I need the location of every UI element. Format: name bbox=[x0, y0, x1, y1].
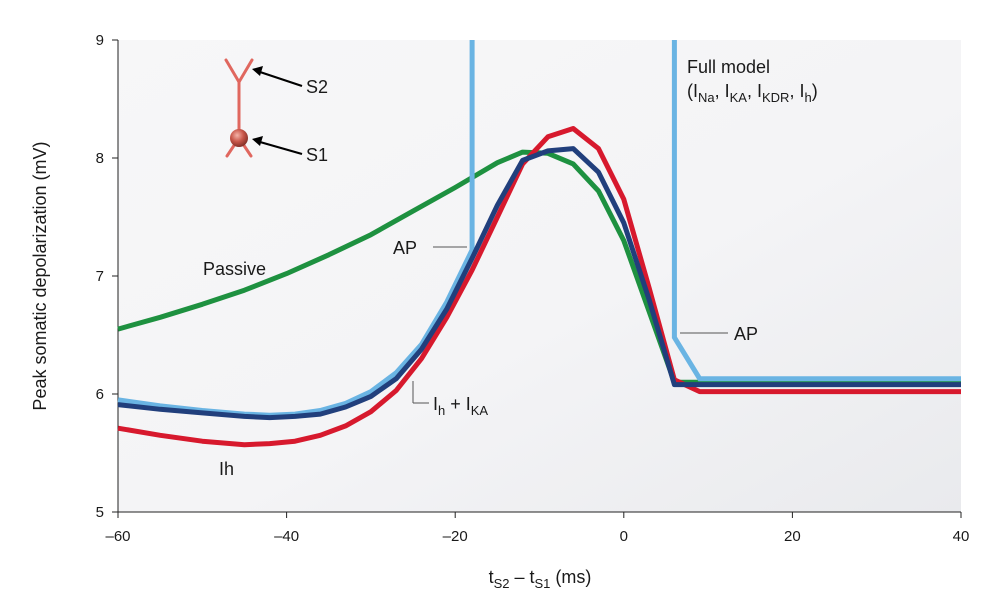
series-layer bbox=[117, 40, 961, 448]
label-s2: S2 bbox=[306, 77, 328, 97]
label-ap-right: AP bbox=[734, 324, 758, 344]
arrow-s2-shaft bbox=[259, 70, 303, 88]
neuron-dendrite-branch-left bbox=[224, 58, 241, 84]
axis-ticks: –60 –40 –20 0 20 40 5 6 7 8 9 bbox=[96, 32, 970, 545]
x-tick-label: –40 bbox=[274, 528, 299, 545]
arrow-s1-shaft bbox=[259, 140, 303, 156]
y-tick-label: 6 bbox=[96, 386, 104, 403]
neuron-soma bbox=[230, 129, 248, 147]
x-axis-label: tS2 – tS1 (ms) bbox=[489, 567, 592, 591]
label-ap-left: AP bbox=[393, 238, 417, 258]
label-full-model: Full model bbox=[687, 57, 770, 77]
y-tick-label: 5 bbox=[96, 504, 104, 521]
label-ih-ika: Ih + IKA bbox=[433, 394, 488, 418]
label-s1: S1 bbox=[306, 145, 328, 165]
arrow-s1-head bbox=[252, 136, 263, 146]
x-tick-label: 0 bbox=[620, 528, 628, 545]
x-tick-label: –20 bbox=[443, 528, 468, 545]
series-line-ih bbox=[117, 126, 961, 448]
y-axis-label: Peak somatic depolarization (mV) bbox=[30, 141, 50, 410]
arrow-s2-head bbox=[252, 66, 263, 76]
y-tick-label: 9 bbox=[96, 32, 104, 49]
x-tick-label: 40 bbox=[953, 528, 970, 545]
neuron-dendrite-branch-right bbox=[237, 58, 254, 84]
label-ih: Ih bbox=[219, 459, 234, 479]
plot-background bbox=[118, 40, 961, 512]
label-full-model-currents: (INa, IKA, IKDR, Ih) bbox=[687, 81, 818, 105]
y-tick-label: 7 bbox=[96, 268, 104, 285]
label-passive: Passive bbox=[203, 259, 266, 279]
y-tick-label: 8 bbox=[96, 150, 104, 167]
neuron-diagram: S2 S1 bbox=[224, 58, 328, 165]
series-line-ih-ika bbox=[117, 146, 961, 421]
x-tick-label: 20 bbox=[784, 528, 801, 545]
series-line-passive bbox=[117, 149, 961, 385]
x-tick-label: –60 bbox=[105, 528, 130, 545]
